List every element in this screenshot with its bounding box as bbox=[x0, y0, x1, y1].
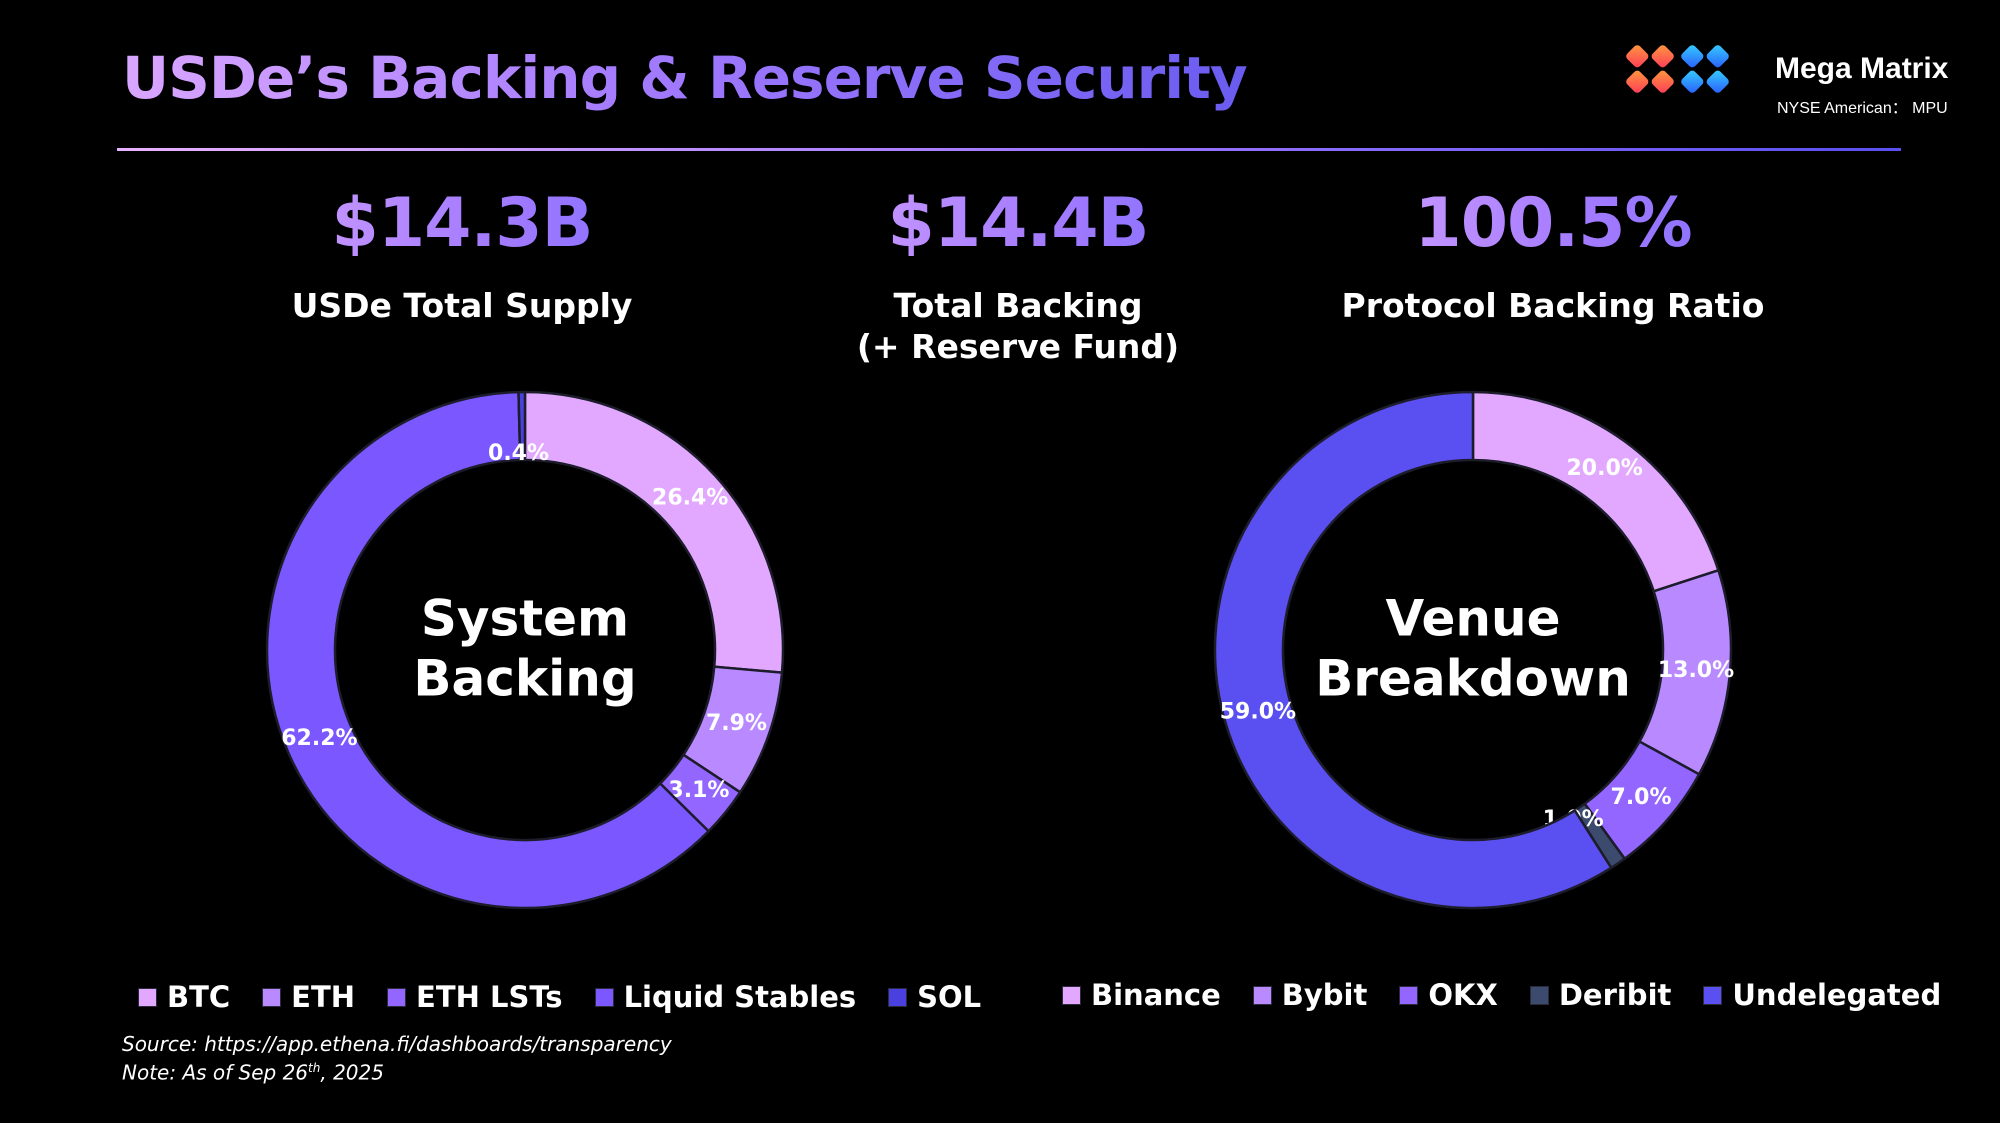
legend-item-deribit: Deribit bbox=[1529, 978, 1672, 1012]
chart-center-title: System bbox=[421, 590, 629, 648]
legend-item-btc: BTC bbox=[138, 980, 230, 1014]
kpi-value: $14.3B bbox=[202, 185, 722, 263]
legend-label: ETH bbox=[291, 980, 356, 1014]
legend-item-eth-lsts: ETH LSTs bbox=[387, 980, 563, 1014]
brand-ticker: NYSE American： MPU bbox=[1777, 100, 1948, 117]
legend-label: Binance bbox=[1091, 978, 1221, 1012]
legend-label: BTC bbox=[167, 980, 231, 1014]
data-label-undelegated: 59.0% bbox=[1220, 699, 1296, 724]
legend-swatch bbox=[594, 987, 614, 1007]
note-text: Note: As of Sep 26th, 2025 bbox=[122, 1056, 672, 1085]
slice-undelegated bbox=[1213, 390, 1613, 910]
legend-item-okx: OKX bbox=[1399, 978, 1498, 1012]
legend-label: Bybit bbox=[1281, 978, 1368, 1012]
chart-center-title: Breakdown bbox=[1315, 650, 1631, 708]
kpi-value: $14.4B bbox=[758, 185, 1278, 263]
legend-label: OKX bbox=[1428, 978, 1498, 1012]
legend-swatch bbox=[1529, 985, 1549, 1005]
chart-center-title: Venue bbox=[1386, 590, 1561, 648]
data-label-bybit: 13.0% bbox=[1658, 658, 1734, 683]
kpi-label: Protocol Backing Ratio bbox=[1341, 286, 1765, 325]
slice-sol bbox=[517, 390, 527, 462]
legend-swatch bbox=[387, 987, 407, 1007]
kpi-backing-ratio: 100.5% Protocol Backing Ratio bbox=[1293, 185, 1813, 326]
legend-swatch bbox=[1703, 985, 1723, 1005]
legend-label: ETH LSTs bbox=[416, 980, 563, 1014]
data-label-btc: 26.4% bbox=[652, 486, 728, 511]
title-divider bbox=[117, 148, 1901, 151]
legend-swatch bbox=[138, 987, 157, 1007]
kpi-label: Total Backing (+ Reserve Fund) bbox=[758, 285, 1278, 367]
chart-center-title: Backing bbox=[413, 650, 636, 708]
kpi-label: USDe Total Supply bbox=[291, 286, 633, 325]
legend-item-sol: SOL bbox=[888, 980, 981, 1014]
data-label-binance: 20.0% bbox=[1566, 456, 1642, 481]
legend-label: Deribit bbox=[1558, 978, 1672, 1012]
legend-swatch bbox=[1252, 985, 1272, 1005]
kpi-total-supply: $14.3B USDe Total Supply bbox=[202, 185, 722, 326]
legend-swatch bbox=[1062, 985, 1081, 1005]
data-label-sol: 0.4% bbox=[488, 441, 549, 466]
source-note: Source: https://app.ethena.fi/dashboards… bbox=[122, 1032, 672, 1085]
slice-liquid-stables bbox=[265, 390, 710, 910]
legend-swatch bbox=[1399, 985, 1419, 1005]
legend-swatch bbox=[888, 987, 908, 1007]
legend-item-eth: ETH bbox=[262, 980, 355, 1014]
page-title: USDe’s Backing & Reserve Security bbox=[122, 44, 1248, 112]
legend-label: Undelegated bbox=[1732, 978, 1942, 1012]
data-label-liquid-stables: 62.2% bbox=[281, 726, 357, 751]
legend-item-binance: Binance bbox=[1062, 978, 1221, 1012]
kpi-value: 100.5% bbox=[1293, 185, 1813, 263]
note-year: , 2025 bbox=[320, 1060, 384, 1085]
legend-label: Liquid Stables bbox=[623, 980, 857, 1014]
venue-breakdown-legend: Binance Bybit OKX Deribit Undelegated bbox=[1062, 978, 1941, 1012]
brand-block: Mega Matrix NYSE American： MPU bbox=[1610, 24, 1980, 117]
mega-matrix-logo-icon bbox=[1626, 45, 1729, 93]
kpi-total-backing: $14.4B Total Backing (+ Reserve Fund) bbox=[758, 185, 1278, 367]
brand-name: Mega Matrix bbox=[1775, 52, 1949, 85]
slice-binance bbox=[1471, 390, 1720, 593]
legend-item-liquid-stables: Liquid Stables bbox=[594, 980, 857, 1014]
data-label-eth-lsts: 3.1% bbox=[668, 778, 729, 803]
kpi-label-line2: (+ Reserve Fund) bbox=[856, 327, 1180, 366]
legend-swatch bbox=[262, 987, 282, 1007]
legend-item-bybit: Bybit bbox=[1252, 978, 1368, 1012]
source-text: Source: https://app.ethena.fi/dashboards… bbox=[122, 1032, 672, 1056]
data-label-eth: 7.9% bbox=[706, 711, 767, 736]
kpi-label-line1: Total Backing bbox=[893, 286, 1143, 325]
note-date: Note: As of Sep 26 bbox=[122, 1060, 309, 1085]
legend-label: SOL bbox=[917, 980, 982, 1014]
data-label-okx: 7.0% bbox=[1611, 785, 1672, 810]
legend-item-undelegated: Undelegated bbox=[1703, 978, 1941, 1012]
system-backing-legend: BTC ETH ETH LSTs Liquid Stables SOL bbox=[138, 980, 981, 1014]
note-date-suffix: th bbox=[308, 1061, 321, 1075]
